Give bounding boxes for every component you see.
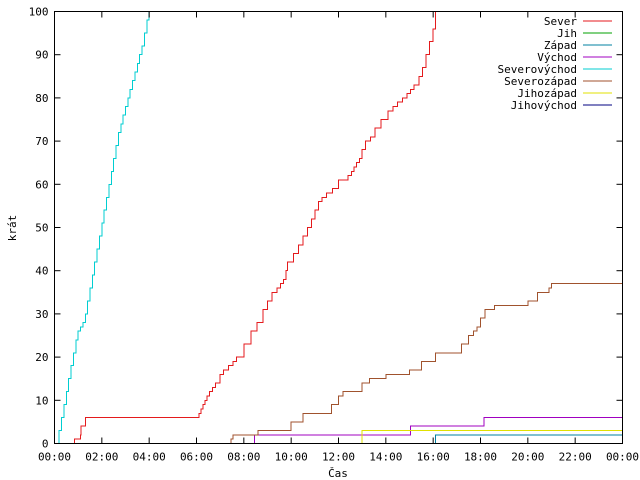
- y-tick-label-9: 90: [35, 49, 48, 62]
- legend-label-4: Severovýchod: [498, 63, 577, 76]
- x-tick-label-4: 08:00: [227, 451, 260, 464]
- y-axis-label: krát: [6, 215, 19, 242]
- ticks-layer: 00:00 02:00 04:00 06:00 08:00 10:00 12:00 14:00…: [29, 6, 639, 464]
- legend-label-0: Sever: [544, 15, 577, 28]
- y-tick-label-6: 60: [35, 178, 48, 191]
- x-axis-label: Čas: [328, 467, 348, 480]
- series-line-4: [54, 11, 150, 444]
- x-tick-label-6: 12:00: [322, 451, 355, 464]
- legend-label-2: Západ: [544, 39, 577, 52]
- legend-label-3: Východ: [537, 51, 577, 64]
- x-tick-label-2: 04:00: [133, 451, 166, 464]
- legend-label-1: Jih: [557, 27, 577, 40]
- x-tick-label-0: 00:00: [38, 451, 71, 464]
- y-tick-label-8: 80: [35, 92, 48, 105]
- legend-label-5: Severozápad: [504, 75, 577, 88]
- x-tick-label-9: 18:00: [464, 451, 497, 464]
- x-tick-label-8: 16:00: [417, 451, 450, 464]
- x-tick-label-1: 02:00: [85, 451, 118, 464]
- y-tick-label-5: 50: [35, 222, 48, 235]
- y-tick-label-1: 10: [35, 394, 48, 407]
- series-line-0: [54, 11, 436, 444]
- series-line-5: [54, 283, 623, 444]
- x-tick-label-12: 00:00: [606, 451, 639, 464]
- x-tick-label-5: 10:00: [275, 451, 308, 464]
- legend-label-6: Jihozápad: [517, 87, 577, 100]
- y-tick-label-10: 100: [29, 6, 49, 19]
- y-tick-label-4: 40: [35, 265, 48, 278]
- y-tick-label-3: 30: [35, 308, 48, 321]
- x-tick-label-3: 06:00: [180, 451, 213, 464]
- x-tick-label-7: 14:00: [369, 451, 402, 464]
- x-tick-label-10: 20:00: [511, 451, 544, 464]
- y-tick-label-2: 20: [35, 351, 48, 364]
- legend-label-7: Jihovýchod: [511, 99, 577, 112]
- y-tick-label-7: 70: [35, 135, 48, 148]
- x-tick-label-11: 22:00: [559, 451, 592, 464]
- y-tick-label-0: 0: [42, 438, 49, 451]
- legend: SeverJihZápadVýchodSeverovýchodSeverozáp…: [498, 15, 612, 112]
